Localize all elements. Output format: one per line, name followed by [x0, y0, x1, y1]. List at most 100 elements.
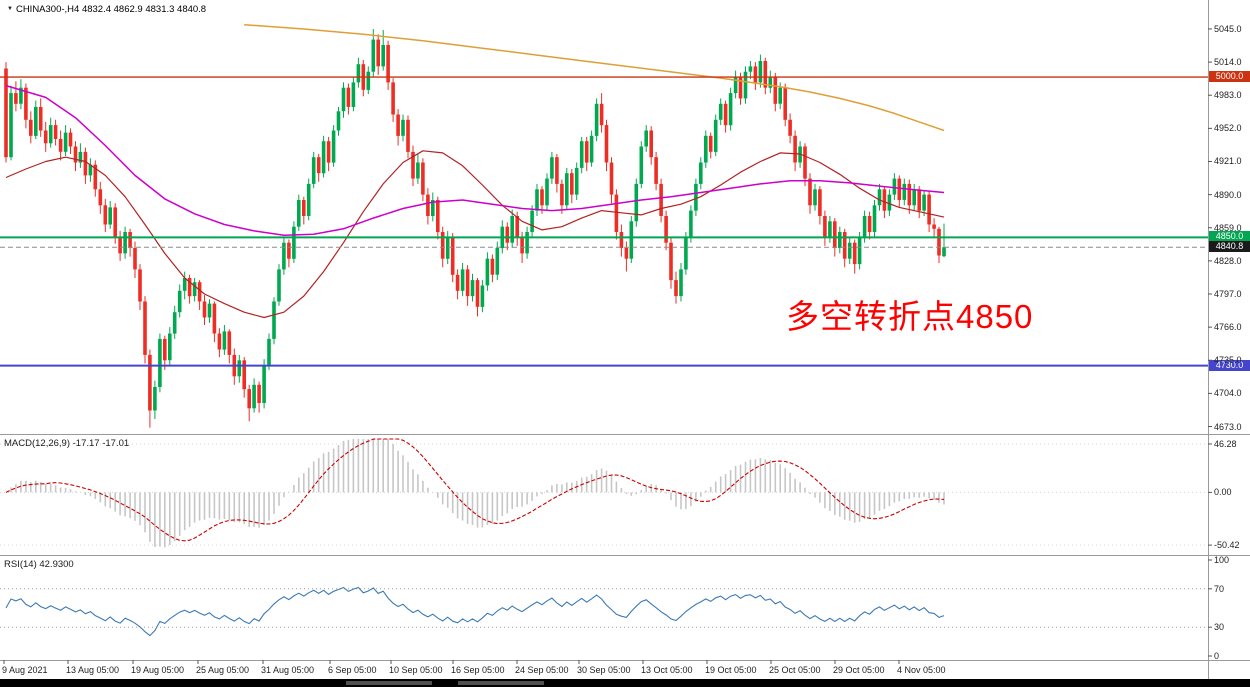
candle-body-down: [738, 77, 743, 99]
candle-body-up: [297, 200, 301, 227]
candle-body-down: [58, 139, 63, 152]
candle-body-down: [842, 232, 847, 259]
candle-body-down: [411, 151, 415, 179]
chart-header: ▼ CHINA300-,H4 4832.4 4862.9 4831.3 4840.…: [7, 4, 206, 15]
candle-body-up: [847, 242, 852, 259]
candle-body-down: [833, 221, 837, 248]
candle-body-up: [718, 103, 723, 120]
candle-body-down: [98, 189, 103, 206]
candle-body-down: [937, 228, 941, 256]
candle-body-up: [594, 103, 599, 136]
candle-body-down: [376, 39, 380, 67]
candle-body-up: [574, 167, 579, 195]
candle-body-up: [768, 77, 773, 88]
candle-body-down: [753, 66, 758, 83]
candle-body-up: [530, 210, 534, 232]
candle-body-down: [515, 216, 519, 238]
candle-body-up: [172, 312, 177, 334]
chart-annotation-text: 多空转折点4850: [786, 298, 1034, 335]
candle-body-down: [490, 258, 495, 275]
candle-body-down: [788, 119, 792, 136]
candle-body-down: [217, 333, 222, 350]
candle-body-up: [872, 205, 877, 232]
candle-body-up: [445, 237, 450, 259]
candle-body-down: [14, 93, 18, 104]
candle-body-down: [133, 248, 137, 270]
candle-body-up: [158, 338, 162, 387]
candle-body-down: [386, 45, 390, 83]
candle-body-down: [128, 232, 132, 248]
taskbar-item[interactable]: [458, 681, 544, 685]
chart-dropdown-icon: ▼: [7, 6, 13, 12]
rsi-line: [5, 586, 945, 637]
candle-body-up: [34, 107, 38, 136]
candle-body-up: [311, 157, 316, 184]
candle-body-down: [614, 194, 619, 232]
candle-body-up: [704, 135, 708, 163]
candle-body-up: [778, 87, 782, 104]
candle-body-up: [495, 248, 500, 275]
candle-body-up: [728, 93, 733, 126]
candle-body-up: [535, 189, 539, 211]
candle-body-up: [679, 269, 683, 297]
candle-body-up: [579, 141, 584, 168]
candle-body-up: [838, 232, 842, 248]
candle-body-down: [624, 248, 629, 259]
candle-body-up: [19, 87, 23, 104]
candle-body-down: [73, 146, 78, 163]
candle-body-down: [852, 242, 857, 265]
candle-body-down: [659, 183, 663, 216]
candle-body-up: [371, 39, 376, 72]
taskbar-item[interactable]: [346, 681, 432, 685]
candle-body-down: [103, 205, 108, 225]
candle-body-up: [758, 61, 763, 83]
candle-body-up: [922, 194, 926, 211]
candle-body-down: [609, 162, 614, 195]
candle-body-up: [644, 130, 648, 147]
candle-body-down: [29, 119, 33, 136]
candle-body-up: [331, 130, 336, 163]
candle-body-up: [887, 194, 892, 211]
candle-body-up: [182, 278, 187, 291]
ma-fast-line: [5, 150, 945, 319]
candle-body-down: [555, 157, 559, 184]
candle-body-down: [4, 68, 8, 158]
candle-body-down: [455, 274, 460, 291]
macd-indicator-label: MACD(12,26,9) -17.17 -17.01: [4, 438, 130, 449]
candle-body-down: [927, 194, 931, 225]
candle-body-down: [674, 280, 678, 297]
candle-body-up: [416, 162, 420, 179]
candle-body-up: [902, 183, 907, 200]
candle-body-down: [520, 237, 524, 254]
candle-body-down: [540, 189, 544, 206]
candle-body-down: [38, 107, 43, 131]
candle-body-up: [525, 232, 529, 254]
candle-body-down: [907, 183, 912, 206]
candle-body-up: [892, 178, 897, 195]
candle-body-up: [713, 119, 718, 152]
candle-body-up: [510, 216, 514, 243]
candle-body-down: [212, 303, 217, 334]
candle-body-down: [505, 226, 510, 243]
candle-body-up: [366, 71, 371, 90]
candle-body-down: [391, 82, 395, 115]
candle-body-down: [43, 130, 48, 144]
candle-body-down: [287, 242, 291, 259]
candle-body-up: [639, 146, 644, 184]
candle-body-down: [560, 183, 564, 206]
candle-body-down: [708, 135, 713, 152]
candle-body-down: [882, 189, 887, 211]
taskbar: [0, 679, 1250, 687]
candle-body-up: [237, 360, 242, 377]
candle-body-down: [649, 130, 653, 158]
candle-body-down: [619, 232, 624, 248]
candle-body-down: [436, 200, 440, 233]
candle-body-down: [763, 61, 768, 88]
candle-body-down: [570, 173, 574, 195]
candle-body-up: [733, 77, 738, 94]
candle-body-down: [143, 301, 147, 355]
candle-body-down: [138, 269, 142, 302]
candle-body-down: [302, 200, 306, 216]
